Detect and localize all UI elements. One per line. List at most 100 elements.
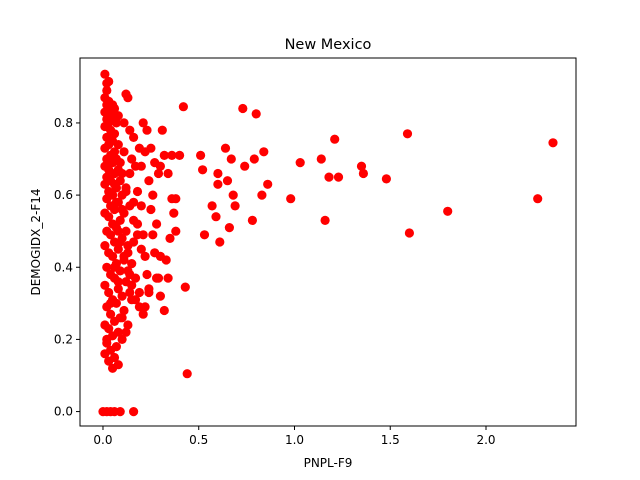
data-point bbox=[316, 154, 326, 164]
data-point bbox=[100, 143, 110, 153]
data-point bbox=[109, 316, 120, 326]
data-point bbox=[109, 129, 120, 139]
x-tick-label: 0.5 bbox=[189, 433, 208, 447]
data-point bbox=[171, 226, 181, 236]
data-point bbox=[113, 284, 123, 294]
data-point bbox=[121, 327, 131, 337]
data-point bbox=[130, 273, 141, 283]
scatter-points bbox=[98, 69, 558, 417]
data-point bbox=[159, 305, 169, 316]
data-point bbox=[381, 174, 391, 184]
data-point bbox=[123, 320, 133, 330]
data-point bbox=[132, 186, 143, 197]
data-point bbox=[165, 233, 175, 243]
y-tick-label: 0.0 bbox=[54, 405, 73, 419]
plot-frame bbox=[79, 57, 577, 427]
data-point bbox=[247, 215, 257, 225]
data-point bbox=[207, 201, 217, 211]
data-point bbox=[117, 168, 127, 179]
data-point bbox=[178, 102, 188, 112]
data-point bbox=[320, 215, 330, 225]
data-point bbox=[148, 230, 158, 240]
x-tick-label: 1.0 bbox=[285, 433, 304, 447]
data-point bbox=[104, 212, 114, 222]
data-point bbox=[104, 76, 114, 87]
data-point bbox=[152, 219, 162, 229]
data-point bbox=[115, 158, 125, 168]
data-point bbox=[144, 176, 154, 186]
data-point bbox=[211, 212, 221, 222]
data-point bbox=[127, 280, 137, 290]
data-point bbox=[113, 111, 123, 121]
data-point bbox=[226, 154, 236, 164]
data-point bbox=[157, 125, 167, 135]
data-point bbox=[111, 118, 121, 128]
data-point bbox=[136, 244, 146, 254]
data-point bbox=[220, 143, 231, 153]
y-tick-label: 0.8 bbox=[54, 116, 73, 130]
data-point bbox=[356, 161, 367, 171]
data-point bbox=[129, 407, 139, 417]
data-point bbox=[153, 168, 164, 179]
data-point bbox=[213, 168, 223, 179]
data-point bbox=[404, 228, 414, 238]
data-point bbox=[222, 176, 233, 186]
data-point bbox=[132, 230, 143, 240]
data-point bbox=[109, 103, 120, 114]
data-point bbox=[121, 226, 131, 236]
data-point bbox=[102, 334, 112, 344]
data-point bbox=[109, 204, 120, 215]
data-point bbox=[108, 363, 118, 373]
data-point bbox=[263, 179, 273, 189]
data-point bbox=[224, 223, 234, 233]
x-axis-ticks: 0.0 0.5 1.0 1.5 2.0 bbox=[93, 426, 496, 447]
data-point bbox=[533, 194, 543, 204]
data-point bbox=[130, 161, 141, 171]
data-point bbox=[295, 158, 305, 168]
data-point bbox=[146, 204, 156, 215]
data-point bbox=[113, 226, 123, 236]
data-point bbox=[117, 313, 127, 323]
y-tick-label: 0.2 bbox=[54, 332, 73, 346]
data-point bbox=[123, 266, 133, 276]
data-point bbox=[138, 118, 148, 128]
data-point bbox=[127, 154, 137, 164]
data-point bbox=[169, 208, 179, 218]
data-point bbox=[161, 255, 171, 265]
data-point bbox=[142, 269, 152, 280]
data-point bbox=[146, 143, 156, 153]
data-point bbox=[142, 125, 152, 135]
data-point bbox=[358, 168, 368, 179]
data-point bbox=[102, 194, 112, 204]
data-point bbox=[102, 85, 112, 96]
data-point bbox=[115, 237, 125, 247]
data-point bbox=[104, 356, 114, 366]
data-point bbox=[125, 125, 135, 135]
data-point bbox=[111, 197, 121, 207]
data-point bbox=[119, 147, 129, 157]
data-point bbox=[113, 140, 123, 150]
data-point bbox=[159, 150, 169, 160]
data-point bbox=[119, 251, 129, 261]
data-point bbox=[182, 369, 192, 379]
data-point bbox=[251, 109, 261, 119]
data-point bbox=[102, 262, 112, 272]
y-tick-label: 0.6 bbox=[54, 188, 73, 202]
data-point bbox=[163, 273, 173, 283]
data-point bbox=[106, 230, 116, 240]
x-tick-label: 2.0 bbox=[476, 433, 495, 447]
data-point bbox=[100, 280, 110, 290]
data-point bbox=[138, 309, 148, 319]
chart-title: New Mexico bbox=[285, 37, 372, 53]
data-point bbox=[259, 147, 269, 157]
data-point bbox=[155, 291, 165, 301]
data-point bbox=[144, 284, 154, 294]
data-point bbox=[163, 168, 173, 179]
data-point bbox=[257, 190, 267, 200]
data-point bbox=[150, 158, 160, 168]
data-point bbox=[167, 150, 177, 160]
data-point bbox=[125, 287, 135, 298]
x-axis-label: PNPL-F9 bbox=[304, 456, 353, 470]
